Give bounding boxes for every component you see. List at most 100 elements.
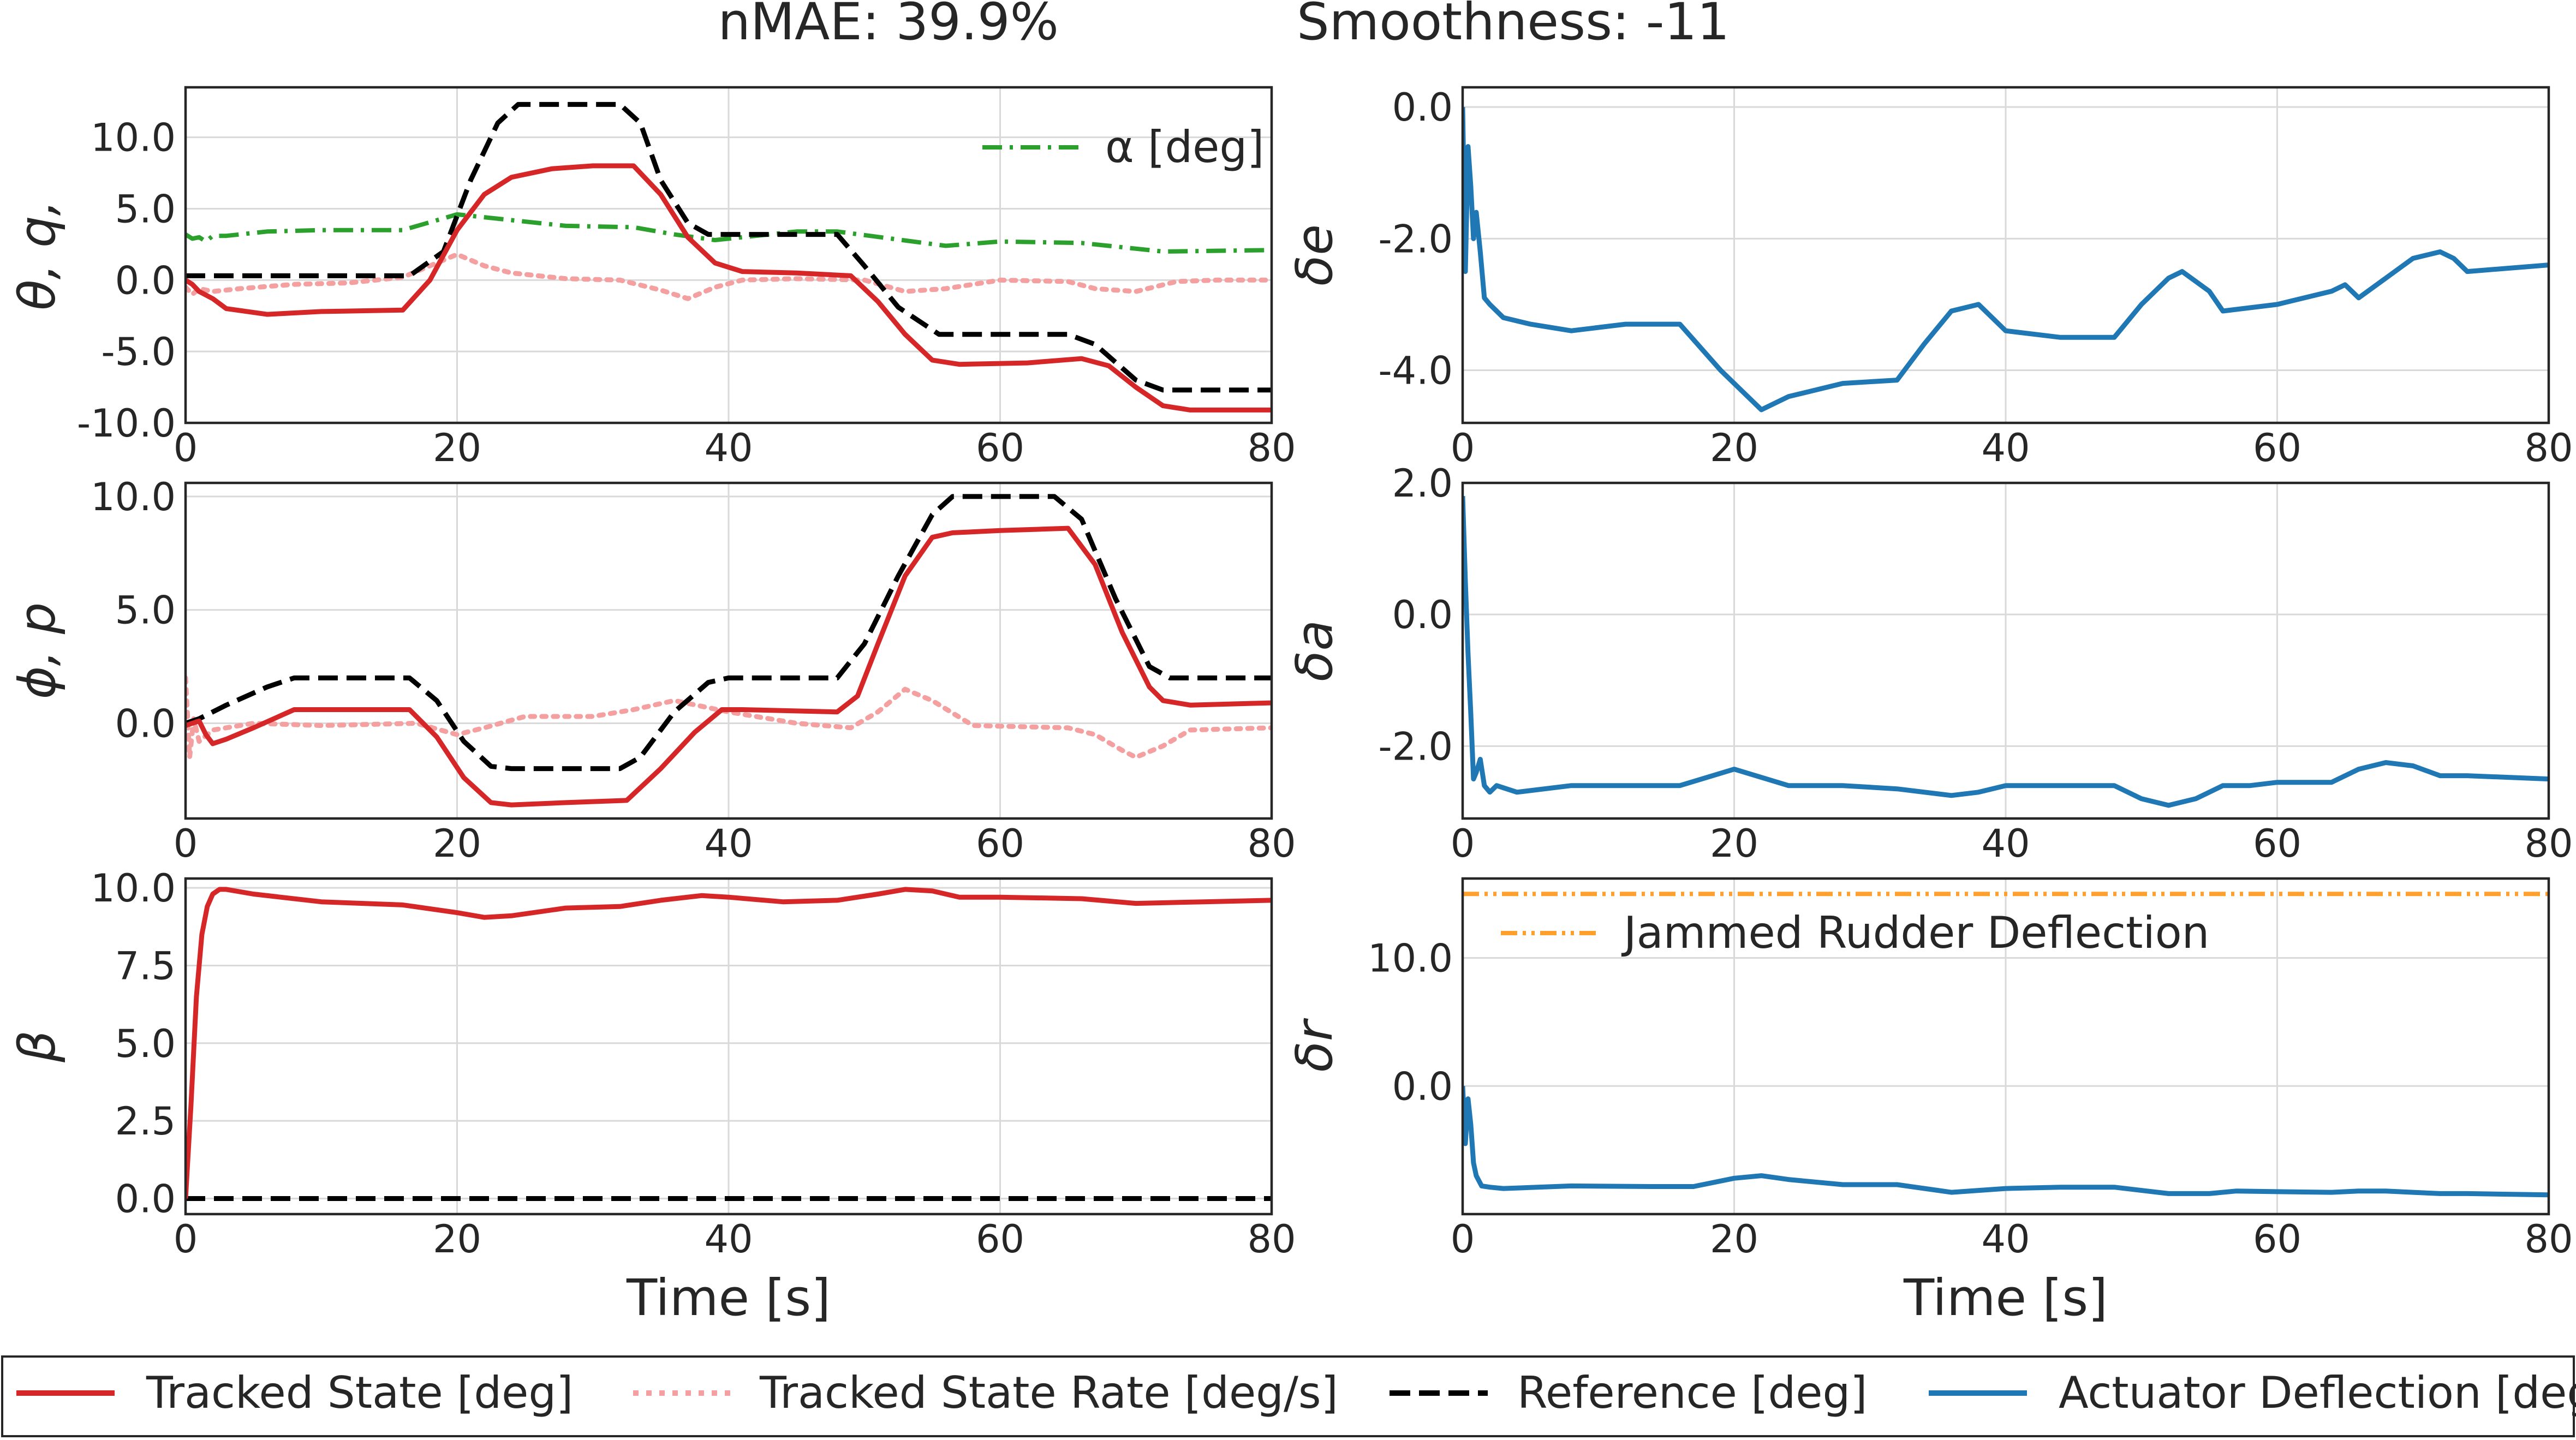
delta_a-grid <box>1462 482 2550 818</box>
beta-series <box>186 887 1272 1201</box>
series-line-tracked-state-rate-deg-s <box>186 675 1272 760</box>
beta-ylabel: β <box>8 1030 67 1063</box>
legend-label-reference: Reference [deg] <box>1517 1367 1867 1418</box>
x-tick-label: 0 <box>174 426 198 470</box>
series-line-tracked-state-deg <box>186 525 1272 808</box>
legend-item-reference: Reference [deg] <box>1390 1367 1867 1418</box>
theta-series <box>186 101 1272 413</box>
panel-beta: 0 20 40 60 80 0.0 2.5 5.0 7.5 10.0 β Time [s] <box>8 866 1296 1327</box>
y-tick-label: -10.0 <box>77 401 176 446</box>
x-tick-label: 80 <box>1247 821 1296 866</box>
x-tick-label: 60 <box>2253 1217 2301 1262</box>
x-tick-label: 80 <box>2524 426 2573 470</box>
y-tick-label: -2.0 <box>1378 217 1453 261</box>
series-line-reference-deg <box>186 101 1272 393</box>
x-tick-label: 20 <box>1710 426 1758 470</box>
legend-label-jammed-rudder-deflection: Jammed Rudder Deflection <box>1621 907 2209 958</box>
y-tick-label: -2.0 <box>1378 724 1453 769</box>
x-tick-label: 20 <box>1710 1217 1758 1262</box>
y-tick-label: 7.5 <box>115 943 176 988</box>
x-tick-label: 80 <box>2524 1217 2573 1262</box>
legend-item-actuator-deflection: Actuator Deflection [deg] <box>1929 1367 2576 1418</box>
series-line-tracked-state-deg <box>186 887 1272 1199</box>
legend-label-actuator-deflection: Actuator Deflection [deg] <box>2059 1367 2576 1418</box>
x-tick-label: 0 <box>1451 1217 1475 1262</box>
x-tick-label: 40 <box>1981 821 2030 866</box>
y-tick-label: 0.0 <box>115 1177 176 1222</box>
x-tick-label: 0 <box>1451 426 1475 470</box>
x-tick-label: 20 <box>433 821 481 866</box>
y-tick-label: 10.0 <box>91 475 176 519</box>
series-line-tracked-state-rate-deg-s <box>186 252 1272 301</box>
phi-grid <box>184 483 1273 818</box>
legend-label-tracked-state-rate: Tracked State Rate [deg/s] <box>759 1367 1338 1418</box>
y-tick-label: -4.0 <box>1378 349 1453 393</box>
panel-phi: 0 20 40 60 80 0.0 5.0 10.0 ϕ, p <box>8 475 1296 866</box>
delta_r-xlabel: Time [s] <box>1903 1269 2108 1327</box>
x-tick-label: 40 <box>704 1217 753 1262</box>
x-tick-label: 60 <box>976 426 1024 470</box>
legend-item-tracked-state-rate: Tracked State Rate [deg/s] <box>633 1367 1338 1418</box>
legend-item-tracked-state: Tracked State [deg] <box>16 1367 573 1418</box>
y-tick-label: 2.5 <box>115 1099 176 1144</box>
series-line-deg <box>186 212 1272 254</box>
delta_a-ylabel: δa <box>1285 620 1344 682</box>
theta-ylabel: θ, q, <box>8 200 67 310</box>
main-legend: Tracked State [deg] Tracked State Rate [… <box>1 1355 2576 1437</box>
y-tick-label: 0.0 <box>1392 85 1453 130</box>
y-tick-label: 0.0 <box>1392 1064 1453 1109</box>
y-tick-label: 0.0 <box>115 701 176 746</box>
series-line-tracked-state-deg <box>186 163 1272 413</box>
x-tick-label: 0 <box>174 1217 198 1262</box>
beta-axes-frame <box>184 877 1273 1216</box>
x-tick-label: 40 <box>1981 1217 2030 1262</box>
x-tick-label: 0 <box>174 821 198 866</box>
x-tick-label: 20 <box>1710 821 1758 866</box>
x-tick-label: 60 <box>2253 821 2301 866</box>
delta_e-ylabel: δe <box>1285 224 1344 286</box>
y-tick-label: 10.0 <box>1368 936 1453 981</box>
beta-grid <box>184 879 1273 1214</box>
panel-delta-r: 0 20 40 60 80 0.0 10.0 δr Time [s] Jammed Rudder … <box>1285 877 2573 1327</box>
y-tick-label: -5.0 <box>101 330 176 374</box>
legend-label-tracked-state: Tracked State [deg] <box>146 1367 573 1418</box>
x-tick-label: 20 <box>433 1217 481 1262</box>
delta_r-axes-frame <box>1461 877 2550 1216</box>
delta_r-legend: Jammed Rudder Deflection <box>1501 907 2209 958</box>
panel-delta-e: 0 20 40 60 80 -4.0 -2.0 0.0 δe <box>1285 85 2573 470</box>
theta-axes-frame <box>184 86 1273 425</box>
x-tick-label: 60 <box>976 821 1024 866</box>
theta-legend: α [deg] <box>982 122 1264 172</box>
main-legend-frame <box>1 1355 2575 1437</box>
x-tick-label: 60 <box>976 1217 1024 1262</box>
y-tick-label: 5.0 <box>115 1021 176 1066</box>
delta_e-grid <box>1462 87 2550 423</box>
x-tick-label: 0 <box>1451 821 1475 866</box>
x-tick-label: 40 <box>704 426 753 470</box>
panel-delta-a: 0 20 40 60 80 -2.0 0.0 2.0 δa <box>1285 461 2573 866</box>
panel-theta: 0 20 40 60 80 -10.0 -5.0 0.0 5.0 10.0 θ, q, α [deg] <box>8 86 1296 470</box>
x-tick-label: 60 <box>2253 426 2301 470</box>
x-tick-label: 40 <box>704 821 753 866</box>
delta_a-axes-frame <box>1461 481 2550 820</box>
series-line-actuator-deflection-deg <box>1463 107 2549 413</box>
y-tick-label: 5.0 <box>115 187 176 231</box>
x-tick-label: 20 <box>433 426 481 470</box>
x-tick-label: 40 <box>1981 426 2030 470</box>
phi-series <box>186 494 1272 808</box>
y-tick-label: 10.0 <box>91 866 176 911</box>
series-line-actuator-deflection-deg <box>1463 1086 2549 1198</box>
delta_r-series <box>1463 892 2549 1198</box>
title-smoothness: Smoothness: -11 <box>1297 0 1730 52</box>
x-tick-label: 80 <box>1247 426 1296 470</box>
title-nmae: nMAE: 39.9% <box>718 0 1059 52</box>
delta_a-series <box>1463 495 2549 808</box>
y-tick-label: 5.0 <box>115 588 176 633</box>
legend-label-deg: α [deg] <box>1105 122 1264 172</box>
y-tick-label: 0.0 <box>1392 593 1453 637</box>
delta_e-series <box>1463 107 2549 413</box>
series-line-reference-deg <box>186 494 1272 772</box>
delta_r-ylabel: δr <box>1285 1018 1344 1072</box>
y-tick-label: 10.0 <box>91 116 176 160</box>
